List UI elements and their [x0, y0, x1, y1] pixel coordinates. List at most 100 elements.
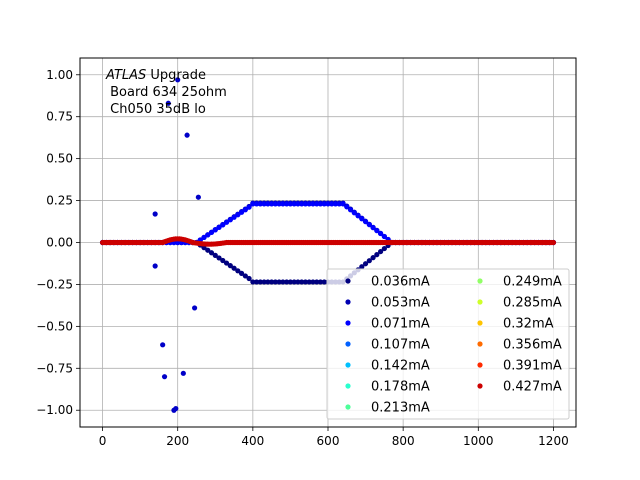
data-point-0.071mA — [160, 342, 166, 348]
legend-marker — [345, 278, 351, 284]
annotation-line-1: ATLAS Upgrade — [105, 68, 206, 83]
data-point-0.036mA — [317, 279, 324, 285]
data-point-0.036mA — [374, 252, 380, 258]
x-tick-label: 400 — [241, 434, 264, 448]
data-point-0.071mA — [205, 232, 211, 238]
data-point-0.071mA — [192, 305, 198, 311]
data-point-0.071mA — [344, 204, 350, 210]
legend-label: 0.036mA — [371, 275, 430, 290]
legend-label: 0.32mA — [503, 317, 554, 332]
data-point-0.071mA — [370, 225, 376, 231]
data-point-0.036mA — [284, 279, 290, 285]
data-point-0.036mA — [246, 275, 252, 282]
legend-box — [326, 268, 570, 420]
data-point-0.071mA — [180, 370, 186, 376]
data-point-0.071mA — [340, 201, 346, 207]
data-point-0.036mA — [238, 270, 245, 276]
legend-label: 0.178mA — [371, 380, 430, 395]
data-point-0.036mA — [321, 279, 327, 285]
legend: 0.036mA 0.053mA 0.071mA 0.107mA 0.142mA 0.178… — [326, 268, 570, 420]
data-point-0.036mA — [269, 279, 275, 285]
legend-label: 0.356mA — [503, 338, 562, 353]
y-tick-label: 0.50 — [46, 152, 73, 166]
data-point-0.427mA — [550, 239, 557, 246]
legend-marker — [477, 278, 483, 284]
data-point-0.036mA — [299, 279, 305, 285]
legend-label: 0.285mA — [503, 296, 562, 311]
legend-marker — [345, 320, 351, 326]
data-point-0.036mA — [302, 279, 309, 285]
data-point-0.036mA — [250, 279, 256, 285]
data-point-0.071mA — [227, 217, 233, 223]
data-point-0.071mA — [347, 207, 354, 213]
data-point-0.036mA — [220, 257, 226, 264]
legend-marker — [345, 383, 351, 389]
legend-marker — [345, 362, 351, 368]
y-tick-label: −1.00 — [36, 403, 73, 417]
data-point-0.036mA — [223, 260, 230, 266]
legend-marker — [477, 299, 483, 305]
x-axis-ticks: 0 200 400 600 800 1000 1200 — [99, 427, 569, 448]
annotation-line-2: Board 634 25ohm — [106, 85, 227, 100]
data-point-0.036mA — [359, 264, 365, 270]
data-point-0.071mA — [238, 209, 245, 215]
data-point-0.071mA — [231, 214, 237, 220]
y-tick-label: −0.25 — [36, 277, 73, 291]
data-point-0.036mA — [231, 265, 237, 271]
legend-label: 0.107mA — [371, 338, 430, 353]
y-tick-label: −0.50 — [36, 319, 73, 333]
data-point-0.036mA — [370, 255, 376, 261]
data-point-0.036mA — [212, 252, 218, 258]
data-point-0.071mA — [351, 210, 357, 216]
data-point-0.071mA — [175, 77, 181, 83]
legend-label: 0.427mA — [503, 380, 562, 395]
data-point-0.071mA — [152, 263, 158, 269]
data-point-0.036mA — [306, 279, 312, 285]
data-point-0.071mA — [362, 219, 369, 225]
data-point-0.071mA — [173, 405, 179, 412]
x-tick-label: 0 — [99, 434, 107, 448]
data-point-0.071mA — [366, 222, 372, 228]
data-point-0.071mA — [220, 222, 226, 228]
data-point-0.036mA — [310, 279, 316, 285]
data-point-0.071mA — [208, 229, 215, 236]
data-point-0.071mA — [381, 233, 387, 240]
data-point-0.071mA — [246, 204, 252, 210]
data-point-0.036mA — [235, 268, 241, 274]
data-point-0.036mA — [272, 279, 278, 285]
data-point-0.036mA — [227, 263, 233, 269]
data-point-0.036mA — [287, 279, 294, 285]
annotation-line-1-rest: Upgrade — [146, 68, 206, 83]
data-point-0.036mA — [205, 247, 211, 253]
data-point-0.036mA — [261, 279, 267, 285]
data-point-0.036mA — [257, 279, 263, 285]
data-point-0.071mA — [201, 234, 207, 241]
data-point-0.071mA — [161, 374, 168, 380]
legend-label: 0.213mA — [371, 401, 430, 416]
data-point-0.036mA — [381, 245, 387, 252]
data-point-0.036mA — [280, 279, 286, 285]
data-point-0.071mA — [359, 216, 365, 222]
data-point-0.071mA — [223, 219, 230, 225]
data-points — [99, 77, 557, 413]
y-tick-label: 0.25 — [46, 194, 73, 208]
legend-label: 0.071mA — [371, 317, 430, 332]
data-point-0.036mA — [216, 255, 222, 261]
data-point-0.071mA — [242, 207, 248, 213]
data-point-0.036mA — [295, 279, 301, 285]
data-point-0.036mA — [276, 279, 282, 285]
legend-marker — [345, 404, 351, 410]
data-point-0.036mA — [208, 250, 215, 256]
data-point-0.071mA — [152, 211, 158, 217]
data-point-0.071mA — [355, 213, 361, 219]
legend-marker — [345, 299, 351, 305]
x-tick-label: 1200 — [538, 434, 569, 448]
x-tick-label: 200 — [166, 434, 189, 448]
data-point-0.036mA — [242, 273, 248, 279]
data-point-0.071mA — [184, 132, 190, 138]
data-point-0.071mA — [216, 224, 222, 230]
x-tick-label: 800 — [392, 434, 415, 448]
data-point-0.071mA — [378, 230, 384, 237]
data-point-0.071mA — [195, 194, 201, 200]
